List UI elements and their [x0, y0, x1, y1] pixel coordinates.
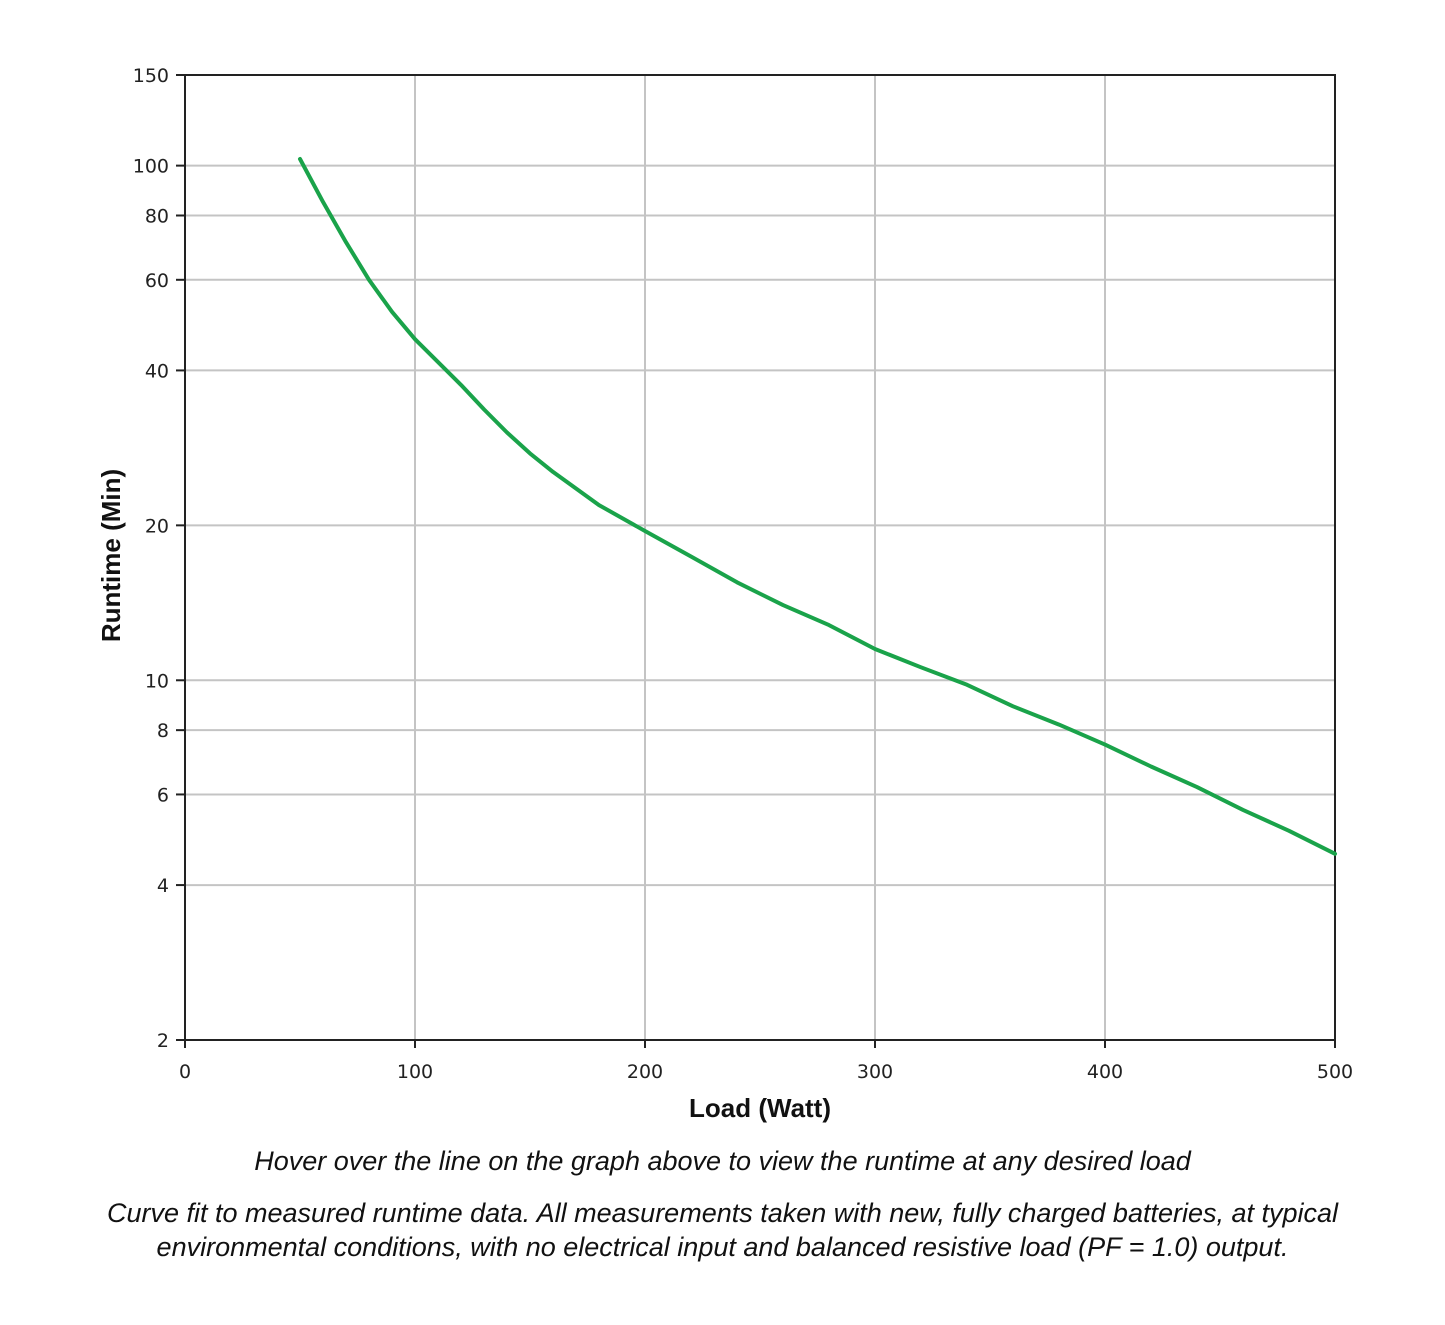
footnote-line-1: Curve fit to measured runtime data. All …: [106, 1198, 1339, 1228]
y-tick-label: 10: [145, 670, 169, 692]
y-tick-label: 100: [133, 156, 169, 178]
y-tick-label: 8: [157, 720, 169, 742]
x-tick-label: 200: [627, 1061, 663, 1083]
axis-ticks: 0 100 200 300 400 500 2 4 6 8 10 20 40 60 80 100 150: [133, 65, 1353, 1083]
runtime-series-line[interactable]: [298, 157, 1337, 856]
measurement-footnote: Curve fit to measured runtime data. All …: [0, 1196, 1445, 1264]
x-tick-label: 300: [857, 1061, 893, 1083]
x-tick-label: 100: [397, 1061, 433, 1083]
y-tick-label: 40: [145, 360, 169, 382]
grid-lines: [185, 75, 1335, 1040]
y-tick-label: 4: [157, 875, 169, 897]
y-tick-label: 2: [157, 1030, 169, 1052]
y-tick-label: 6: [157, 784, 169, 806]
y-tick-label: 80: [145, 206, 169, 228]
x-tick-label: 500: [1317, 1061, 1353, 1083]
y-axis-title: Runtime (Min): [96, 469, 126, 642]
x-axis-title: Load (Watt): [689, 1093, 831, 1123]
y-tick-label: 60: [145, 270, 169, 292]
x-tick-label: 0: [179, 1061, 191, 1083]
hover-instruction: Hover over the line on the graph above t…: [254, 1146, 1191, 1176]
y-tick-label: 20: [145, 515, 169, 537]
x-tick-label: 400: [1087, 1061, 1123, 1083]
plot-frame: [184, 74, 1336, 1041]
footnote-line-2: environmental conditions, with no electr…: [156, 1232, 1289, 1262]
runtime-chart: 0 100 200 300 400 500 2 4 6 8 10 20 40 60 80 100 150 Loa…: [96, 65, 1353, 1123]
y-tick-label: 150: [133, 65, 169, 87]
